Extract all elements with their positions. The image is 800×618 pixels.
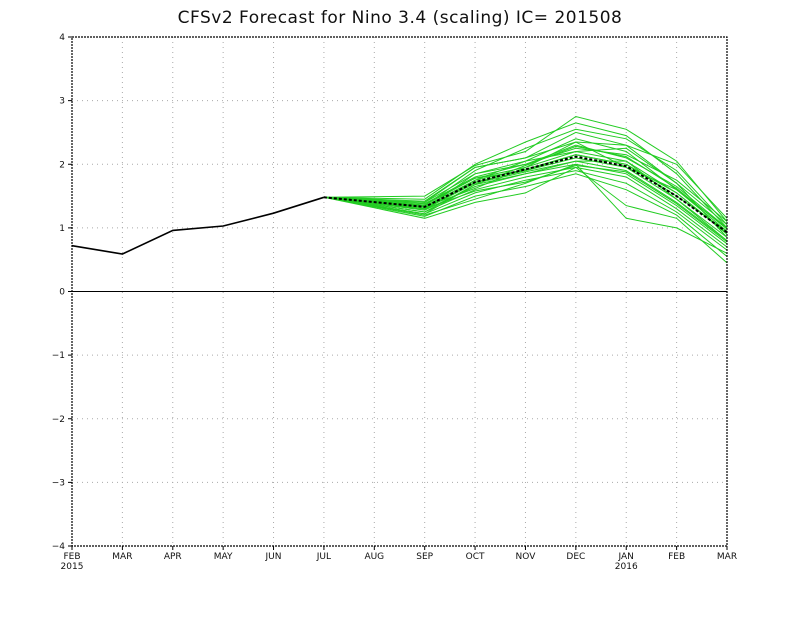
x-tick-label: FEB xyxy=(668,552,685,562)
ensemble-member-line xyxy=(323,170,728,251)
x-tick-label: NOV xyxy=(516,552,537,562)
y-tick-label: −2 xyxy=(52,415,65,425)
ensemble-member-line xyxy=(323,160,728,241)
ensemble-member-line xyxy=(323,131,728,226)
x-tick-label: FEB xyxy=(63,552,80,562)
ensemble-member-line xyxy=(323,145,728,230)
x-tick-label: MAR xyxy=(112,552,132,562)
ensemble-mean-line xyxy=(323,155,728,234)
ensemble-member-line xyxy=(323,166,728,264)
ensemble-member-line xyxy=(323,166,728,248)
ensemble-member-line xyxy=(323,164,728,243)
y-tick-label: −4 xyxy=(52,542,66,552)
x-tick-label: OCT xyxy=(466,552,485,562)
y-tick-label: 3 xyxy=(59,97,65,107)
x-tick-label: JUL xyxy=(316,552,331,562)
x-year-label: 2016 xyxy=(615,562,638,572)
ensemble-mean-layer xyxy=(323,155,728,234)
ensemble-members-layer xyxy=(323,115,728,264)
y-tick-label: −1 xyxy=(52,351,65,361)
x-tick-label: MAR xyxy=(717,552,737,562)
x-tick-label: MAY xyxy=(214,552,233,562)
x-tick-label: DEC xyxy=(566,552,585,562)
x-tick-label: APR xyxy=(164,552,182,562)
y-tick-label: −3 xyxy=(52,478,65,488)
x-tick-labels: FEB MAR APR MAY JUN JUL AUG SEP OCT NOV DEC JAN FEB M… xyxy=(61,546,737,572)
x-year-label: 2015 xyxy=(61,562,84,572)
y-tick-labels: −4 −3 −2 −1 0 1 2 3 4 xyxy=(52,33,72,552)
x-tick-label: AUG xyxy=(364,552,384,562)
observed-layer xyxy=(71,196,325,255)
ensemble-member-line xyxy=(323,115,728,222)
chart-title: CFSv2 Forecast for Nino 3.4 (scaling) IC… xyxy=(177,8,623,28)
ensemble-member-line xyxy=(323,141,728,219)
y-tick-label: 2 xyxy=(59,160,65,170)
y-tick-label: 4 xyxy=(59,33,65,43)
grid-layer xyxy=(72,37,727,546)
x-tick-label: JUN xyxy=(265,552,282,562)
y-tick-label: 0 xyxy=(59,288,65,298)
x-tick-label: JAN xyxy=(618,552,634,562)
x-tick-label: SEP xyxy=(416,552,433,562)
observed-line xyxy=(71,196,325,255)
ensemble-member-line xyxy=(323,122,728,229)
y-tick-label: 1 xyxy=(59,224,65,234)
